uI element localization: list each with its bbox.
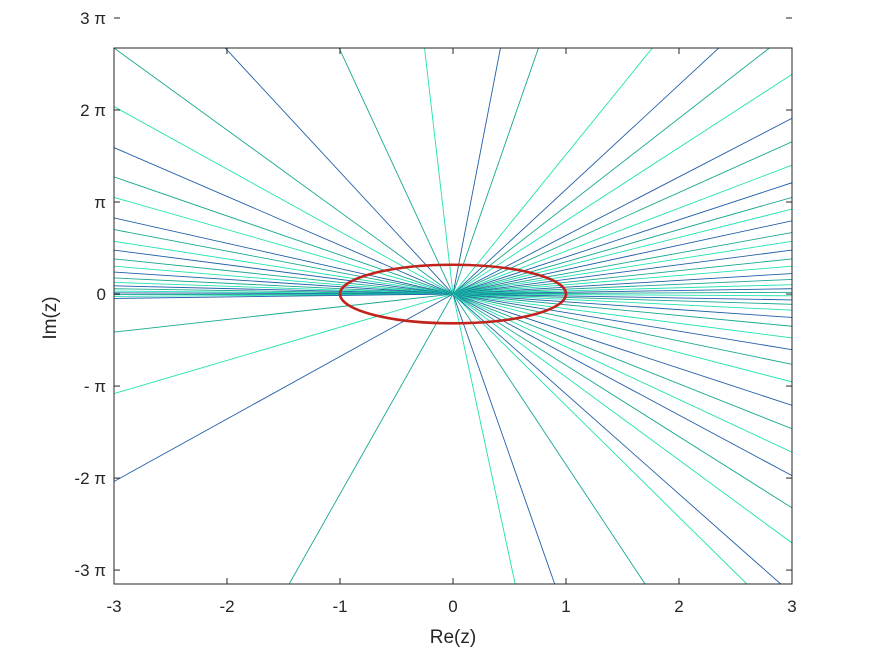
ray-line	[452, 232, 792, 295]
ray-line	[452, 293, 792, 339]
plot-area	[114, 48, 792, 584]
ray-line	[452, 208, 792, 295]
x-tick-label: -1	[332, 597, 347, 616]
ray-line	[452, 293, 792, 305]
ray-line	[452, 293, 556, 584]
ray-line	[452, 293, 792, 383]
ray-line	[452, 293, 792, 509]
ray-line	[114, 106, 454, 295]
y-tick-label: π	[94, 193, 106, 212]
ray-line	[114, 271, 454, 295]
ray-line	[114, 229, 454, 295]
ray-line	[452, 293, 781, 584]
rays-layer	[114, 48, 792, 584]
ray-line	[452, 291, 792, 295]
ray-line	[114, 258, 454, 295]
ray-line	[452, 293, 748, 584]
ray-line	[452, 48, 771, 295]
ray-line	[452, 293, 792, 365]
ray-line	[452, 293, 792, 297]
y-tick-label: 0	[97, 285, 106, 304]
y-axis-label: Im(z)	[40, 296, 61, 339]
ray-line	[452, 73, 792, 295]
ray-line	[452, 48, 720, 295]
ray-line	[452, 293, 792, 301]
ray-line	[452, 293, 516, 584]
ray-line	[452, 293, 646, 584]
ray-line	[114, 293, 454, 482]
ray-line	[114, 196, 454, 295]
x-tick-label: 0	[448, 597, 457, 616]
ray-line	[114, 285, 454, 295]
y-tick-label: -3 π	[74, 561, 106, 580]
ray-line	[452, 293, 792, 544]
ray-line	[452, 293, 792, 327]
x-tick-label: -3	[106, 597, 121, 616]
ray-line	[114, 217, 454, 295]
ray-line	[452, 293, 792, 318]
ray-line	[452, 182, 792, 295]
ray-line	[114, 249, 454, 295]
ray-line	[452, 293, 792, 311]
x-tick-label: -2	[219, 597, 234, 616]
ray-line	[114, 48, 454, 295]
ray-line	[452, 196, 792, 295]
circle-layer	[338, 263, 568, 325]
ray-line	[452, 293, 792, 477]
ray-line	[452, 284, 792, 295]
ray-line	[114, 281, 454, 295]
ray-line	[452, 278, 792, 295]
x-tick-label: 2	[674, 597, 683, 616]
ray-line	[452, 220, 792, 295]
ray-line	[452, 293, 792, 406]
y-tick-label: 3 π	[80, 9, 106, 28]
ray-line	[452, 273, 792, 295]
ray-line	[114, 265, 454, 295]
ray-line	[114, 293, 454, 395]
y-tick-label: - π	[84, 377, 106, 396]
ray-line	[452, 288, 792, 295]
ray-line	[452, 164, 792, 295]
ray-line	[114, 277, 454, 295]
ray-line	[114, 176, 454, 295]
x-tick-label: 1	[561, 597, 570, 616]
y-tick-label: 2 π	[80, 101, 106, 120]
ray-line	[452, 48, 501, 295]
ticks-layer: -3 -2 -1 0 1 2 3 3 π 2 π π 0 - π -2 π -3 π	[74, 9, 796, 616]
ray-line	[452, 293, 792, 430]
ray-line	[288, 293, 454, 584]
ray-line	[114, 240, 454, 295]
ray-line	[452, 240, 792, 295]
ray-line	[114, 293, 454, 299]
ray-line	[452, 265, 792, 295]
y-tick-label: -2 π	[74, 469, 106, 488]
ray-line	[452, 117, 792, 295]
unit-circle	[338, 263, 568, 325]
ray-line	[452, 258, 792, 295]
ray-line	[452, 249, 792, 295]
ray-line	[114, 293, 454, 333]
ray-line	[452, 48, 539, 295]
x-axis-label: Re(z)	[430, 627, 476, 648]
ray-line	[452, 48, 653, 295]
ray-line	[424, 48, 454, 295]
x-tick-label: 3	[787, 597, 796, 616]
ray-line	[452, 293, 792, 351]
